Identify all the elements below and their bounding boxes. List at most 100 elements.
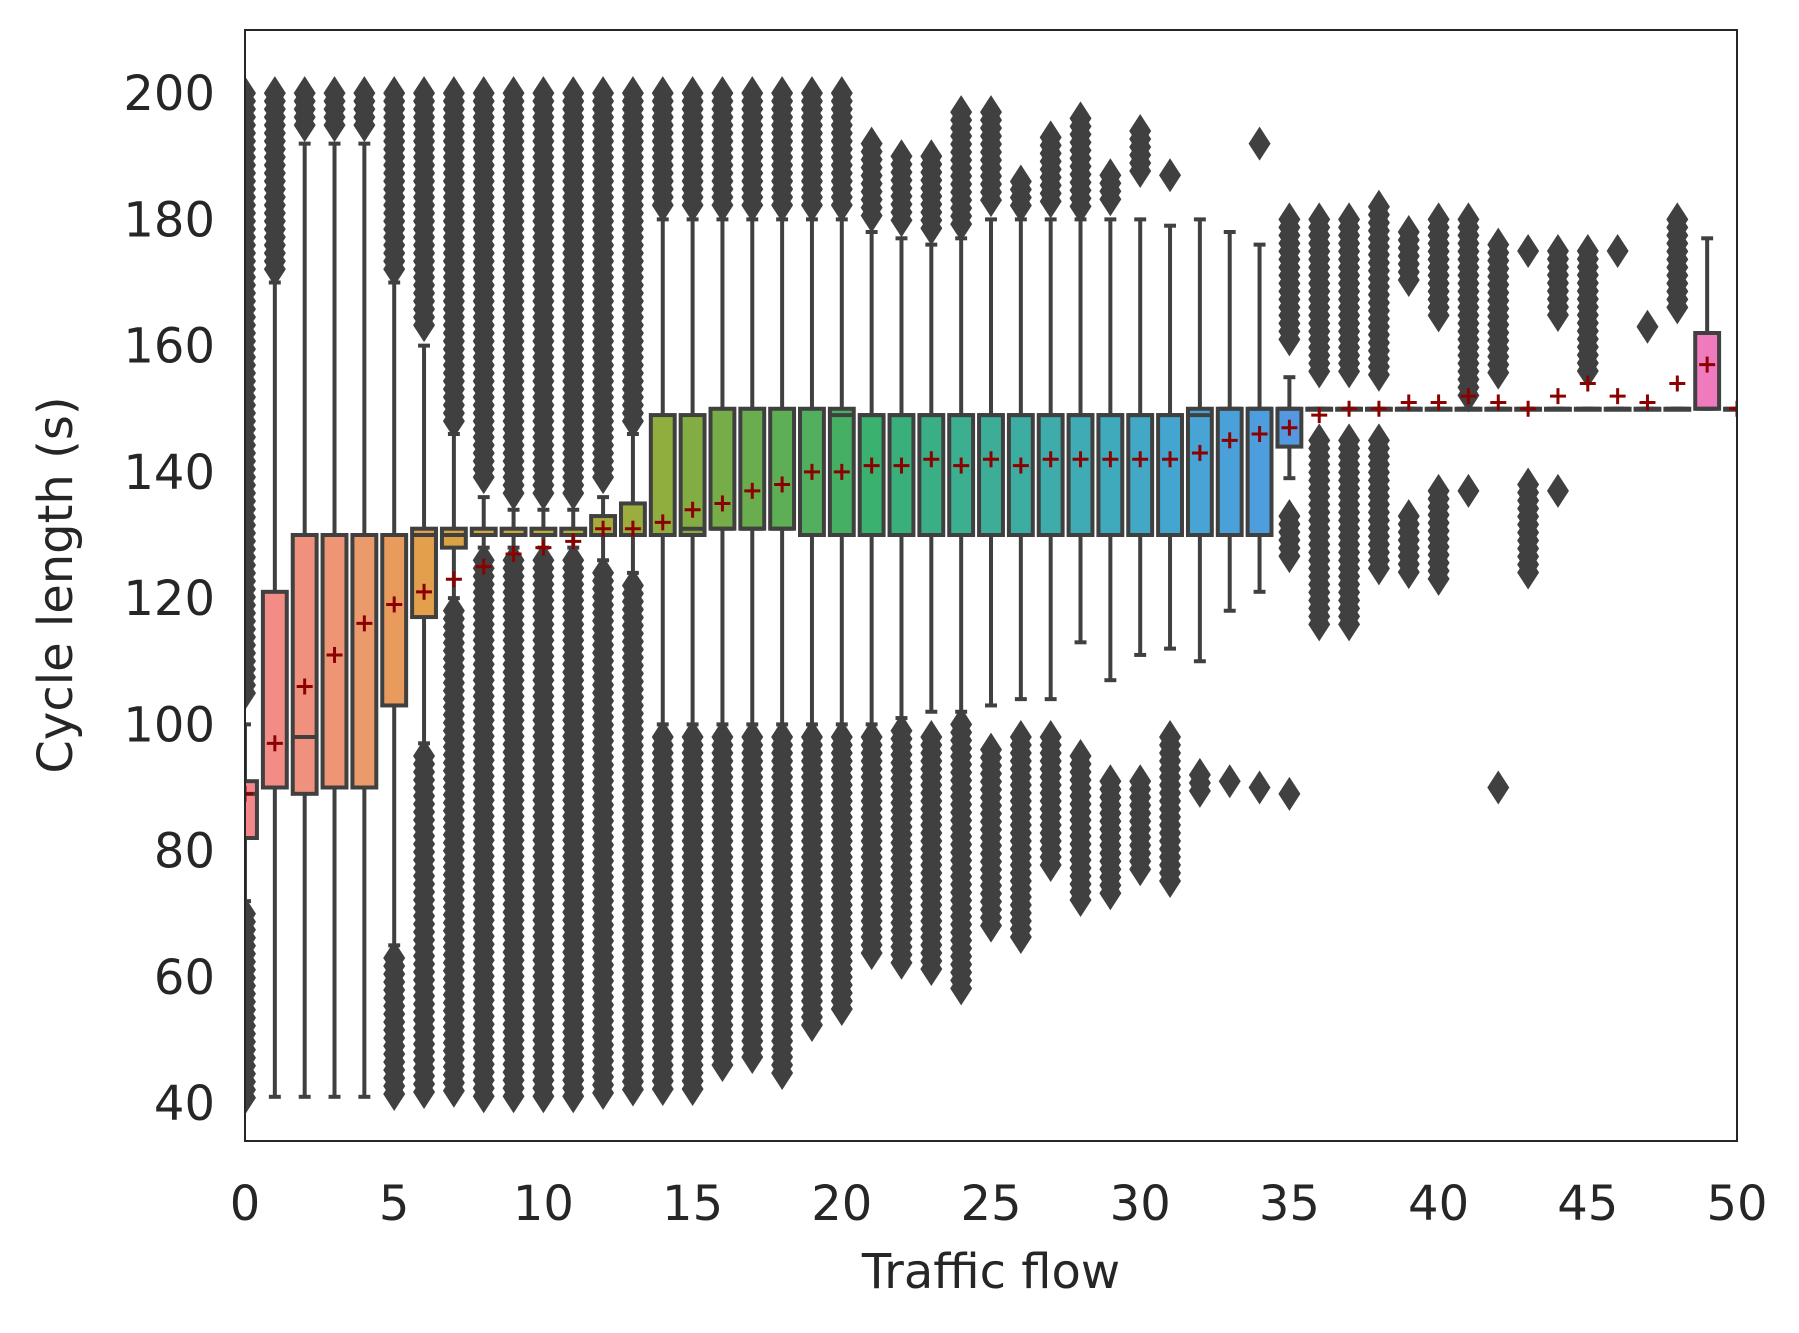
outlier-point: [1517, 555, 1540, 590]
outlier-point: [1487, 770, 1510, 805]
y-tick-label: 200: [123, 66, 215, 122]
outlier-point: [1367, 357, 1390, 392]
outlier-point: [860, 198, 883, 233]
outlier-point: [442, 404, 465, 439]
outlier-point: [950, 971, 973, 1006]
outlier-point: [1606, 233, 1629, 268]
box-group-34: [1245, 126, 1274, 805]
outlier-point: [1278, 322, 1301, 357]
box-group-11: [559, 76, 588, 1114]
box-group-14: [648, 76, 677, 1106]
y-tick-label: 120: [123, 571, 215, 627]
box-group-5: [380, 76, 409, 1111]
outlier-point: [621, 1072, 644, 1107]
outlier-point: [1069, 189, 1092, 224]
box-group-45: [1573, 233, 1602, 412]
x-tick-label: 15: [662, 1176, 723, 1232]
box-iqr: [947, 413, 976, 537]
outlier-point: [1278, 539, 1301, 574]
outlier-point: [1546, 473, 1569, 508]
outlier-point: [532, 1079, 555, 1114]
outlier-point: [1159, 158, 1182, 193]
outlier-point: [711, 1048, 734, 1082]
box-iqr: [857, 413, 886, 537]
outlier-point: [830, 992, 853, 1026]
outlier-point: [245, 1080, 256, 1115]
outlier-point: [1367, 551, 1390, 586]
box-group-41: [1454, 202, 1483, 508]
box-iqr: [1215, 406, 1244, 537]
box-group-27: [1036, 120, 1065, 882]
box-iqr: [1066, 413, 1095, 537]
outlier-point: [442, 1073, 465, 1108]
x-tick-label: 0: [230, 1176, 261, 1232]
outlier-point: [1159, 864, 1182, 898]
x-tick-label: 20: [811, 1176, 872, 1232]
box-group-37: [1335, 202, 1364, 642]
x-tick-label: 45: [1557, 1176, 1618, 1232]
box-group-47: [1633, 309, 1662, 412]
outlier-point: [980, 908, 1002, 943]
box-group-31: [1156, 158, 1184, 898]
box-iqr: [977, 413, 1005, 537]
x-tick-label: 10: [513, 1176, 574, 1232]
box-group-18: [768, 76, 797, 1090]
outlier-point: [1099, 876, 1122, 911]
box-iqr: [439, 526, 468, 550]
outlier-point: [293, 108, 316, 143]
box-group-2: [290, 76, 319, 1099]
outlier-point: [830, 188, 853, 223]
box-iqr: [260, 589, 289, 790]
outlier-point: [920, 211, 943, 246]
box-iqr: [380, 533, 409, 708]
outlier-point: [1248, 126, 1271, 161]
outlier-point: [1069, 882, 1092, 917]
outlier-point: [263, 252, 286, 287]
outlier-point: [651, 188, 674, 223]
outlier-point: [711, 188, 734, 223]
box-group-33: [1215, 230, 1244, 799]
outlier-point: [950, 207, 973, 242]
outlier-point: [383, 1076, 406, 1111]
outlier-point: [1487, 355, 1510, 390]
box-group-9: [499, 76, 528, 1114]
outlier-point: [681, 1072, 704, 1106]
outlier-point: [1039, 848, 1062, 882]
outlier-point: [562, 476, 585, 511]
box-group-20: [827, 76, 856, 1026]
outlier-point: [562, 1079, 585, 1114]
outlier-point: [651, 1072, 674, 1106]
y-tick-label: 160: [123, 319, 215, 375]
outlier-point: [1636, 309, 1659, 344]
outlier-point: [681, 188, 704, 223]
outlier-point: [1129, 852, 1152, 887]
box-group-25: [977, 95, 1005, 943]
box-group-0: [245, 76, 259, 1115]
outlier-point: [413, 308, 436, 343]
outlier-point: [1666, 290, 1689, 325]
box-iqr: [768, 406, 797, 531]
box-group-16: [708, 76, 737, 1082]
box-group-19: [798, 76, 826, 1042]
outlier-point: [1099, 182, 1122, 217]
y-tick-label: 140: [123, 445, 215, 501]
box-group-40: [1424, 202, 1453, 596]
outlier-point: [1338, 607, 1361, 642]
y-axis-ticks: 40 60 80 100 120 140 160 180 200: [123, 66, 215, 1132]
box-group-17: [738, 76, 767, 1074]
box-group-10: [529, 76, 558, 1114]
outlier-point: [1248, 770, 1271, 805]
box-group-15: [678, 76, 707, 1106]
y-tick-label: 180: [123, 192, 215, 248]
outlier-point: [771, 188, 794, 223]
outlier-point: [1278, 776, 1301, 811]
outlier-point: [502, 476, 525, 511]
outlier-point: [1397, 555, 1420, 590]
box-group-49: [1693, 236, 1722, 411]
box-group-28: [1066, 101, 1095, 917]
box-group-38: [1364, 189, 1393, 586]
outlier-point: [890, 203, 913, 238]
box-group-26: [1006, 164, 1035, 954]
box-group-42: [1484, 227, 1513, 805]
